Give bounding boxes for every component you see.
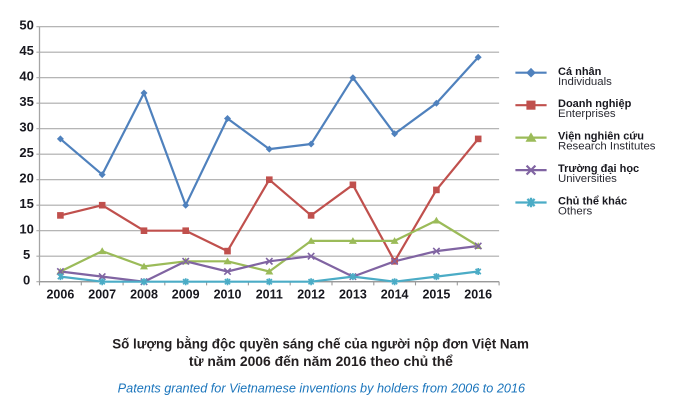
svg-text:Research Institutes: Research Institutes (558, 141, 656, 153)
svg-text:từ năm 2006 đến năm 2016 theo: từ năm 2006 đến năm 2016 theo chủ thể (189, 353, 453, 369)
svg-text:2013: 2013 (339, 288, 367, 302)
svg-text:Patents granted for Vietnamese: Patents granted for Vietnamese invention… (118, 381, 526, 395)
svg-text:5: 5 (23, 247, 30, 262)
svg-text:Doanh nghiệp: Doanh nghiệp (558, 98, 632, 110)
svg-text:2012: 2012 (297, 288, 325, 302)
svg-text:Cá nhân: Cá nhân (558, 66, 602, 78)
svg-text:Others: Others (558, 206, 592, 218)
svg-text:2014: 2014 (381, 288, 409, 302)
svg-text:Viện nghiên cứu: Viện nghiên cứu (558, 131, 644, 143)
svg-text:40: 40 (19, 69, 33, 84)
svg-text:45: 45 (19, 43, 33, 58)
svg-text:Universities: Universities (558, 173, 617, 185)
svg-text:30: 30 (19, 120, 33, 135)
svg-text:15: 15 (19, 196, 33, 211)
svg-text:10: 10 (19, 222, 33, 237)
svg-text:25: 25 (19, 145, 33, 160)
svg-text:2011: 2011 (256, 288, 283, 302)
svg-text:Chủ thể khác: Chủ thể khác (558, 196, 627, 208)
svg-text:2010: 2010 (214, 288, 242, 302)
svg-text:2015: 2015 (422, 288, 450, 302)
svg-text:2008: 2008 (130, 288, 158, 302)
svg-text:Số lượng bằng độc quyền sáng c: Số lượng bằng độc quyền sáng chế của ngư… (112, 337, 529, 352)
svg-text:2009: 2009 (172, 288, 200, 302)
svg-text:2006: 2006 (46, 288, 74, 302)
svg-text:Trường đại học: Trường đại học (558, 163, 639, 175)
svg-text:50: 50 (19, 18, 33, 33)
svg-text:2007: 2007 (88, 288, 116, 302)
svg-text:Enterprises: Enterprises (558, 108, 616, 120)
svg-text:Individuals: Individuals (558, 76, 612, 88)
svg-text:20: 20 (19, 171, 33, 186)
svg-text:35: 35 (19, 94, 33, 109)
svg-text:2016: 2016 (464, 288, 492, 302)
svg-text:0: 0 (23, 273, 30, 288)
